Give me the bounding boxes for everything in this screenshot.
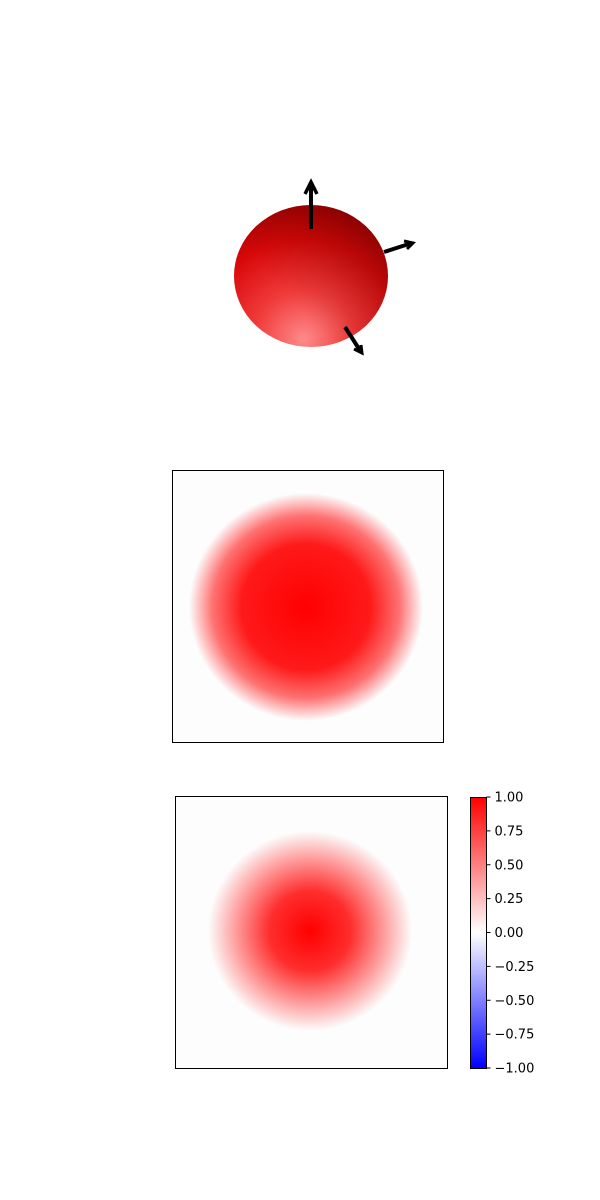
sphere-shading: [234, 205, 388, 347]
heatmap-bottom: [175, 796, 448, 1069]
colorbar-tick-label: 0.50: [495, 858, 524, 873]
colorbar-gradient: [470, 797, 486, 1068]
colorbar-ticks: 1.00 0.75 0.50 0.25 0.00 −0.25 −0.50 −0.75 −1.00: [486, 791, 535, 1077]
colorbar-tick-label: −0.25: [495, 960, 535, 975]
arrow-up: [303, 178, 319, 229]
heatmap-bottom-frame: [175, 796, 448, 1069]
colorbar-tick-label: 0.00: [495, 926, 524, 941]
colorbar-tick-label: −0.75: [495, 1028, 535, 1043]
arrow-down-right: [343, 325, 364, 356]
heatmap-top-blob: [189, 493, 423, 721]
arrow-right: [383, 239, 416, 254]
heatmap-top: [172, 470, 444, 743]
heatmap-bottom-blob: [208, 831, 412, 1031]
heatmap-top-frame: [172, 470, 444, 743]
colorbar-tick-label: 1.00: [495, 791, 524, 806]
colorbar-tick-label: −0.50: [495, 994, 535, 1009]
sphere-plot: [234, 178, 416, 356]
colorbar-tick-label: −1.00: [495, 1062, 535, 1077]
colorbar: 1.00 0.75 0.50 0.25 0.00 −0.25 −0.50 −0.75 −1.00: [470, 791, 534, 1077]
colorbar-tick-label: 0.75: [495, 824, 524, 839]
colorbar-tick-label: 0.25: [495, 892, 524, 907]
